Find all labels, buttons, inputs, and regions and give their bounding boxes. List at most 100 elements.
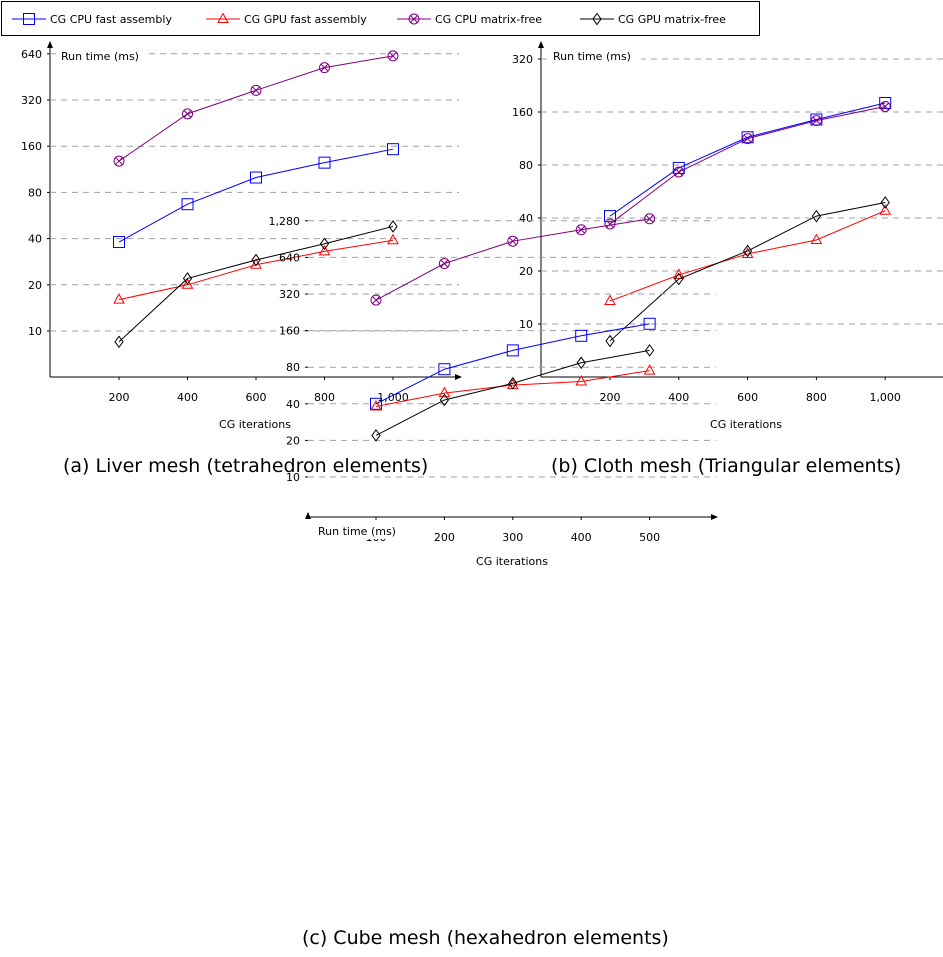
y-label-bg	[316, 524, 406, 539]
data-point	[879, 204, 892, 215]
legend-item-3: CG GPU matrix-free	[580, 12, 726, 26]
data-point	[576, 356, 586, 370]
data-point	[319, 237, 330, 251]
axes	[305, 512, 718, 520]
y-tick-label: 10	[286, 471, 300, 484]
y-axis-label: Run time (ms)	[553, 50, 631, 63]
legend-label: CG CPU fast assembly	[50, 13, 172, 26]
legend: CG CPU fast assembly CG GPU fast assembly…	[1, 1, 760, 36]
y-tick-label: 160	[21, 140, 42, 153]
caption-a: (a) Liver mesh (tetrahedron elements)	[63, 455, 429, 477]
y-tick-label: 160	[279, 325, 300, 338]
data-point	[438, 258, 450, 270]
data-point	[643, 364, 656, 375]
x-tick-label: 200	[600, 391, 621, 404]
data-point	[113, 155, 125, 167]
series-2	[604, 100, 891, 230]
series-line	[375, 323, 650, 405]
y-tick-label: 640	[21, 48, 42, 61]
y-tick-label: 320	[512, 53, 533, 66]
y-tick-label: 10	[519, 318, 533, 331]
legend-marker	[217, 12, 229, 23]
data-point	[250, 84, 262, 96]
data-point	[370, 397, 382, 410]
data-point	[604, 294, 616, 306]
y-axis-arrow	[538, 41, 544, 48]
y-tick-label: 80	[286, 361, 300, 374]
data-point	[250, 171, 262, 184]
caption-b: (b) Cloth mesh (Triangular elements)	[551, 455, 902, 477]
series-3	[114, 220, 398, 349]
y-axis-arrow	[305, 512, 311, 519]
series-line	[118, 148, 394, 243]
y-axis-label: Run time (ms)	[61, 50, 139, 63]
y-tick-label: 40	[28, 233, 42, 246]
series-line	[375, 349, 650, 436]
data-point	[370, 399, 382, 411]
data-point	[604, 218, 616, 230]
legend-label: CG GPU matrix-free	[618, 13, 726, 26]
x-tick-label: 500	[639, 531, 660, 544]
series-2	[370, 213, 656, 306]
data-point	[438, 363, 451, 376]
legend-marker	[408, 13, 420, 25]
data-point	[508, 376, 518, 390]
x-tick-label: 400	[668, 391, 689, 404]
series-0	[370, 317, 656, 410]
data-point	[644, 213, 656, 225]
axes	[47, 41, 462, 380]
y-axis-label: Run time (ms)	[318, 525, 396, 538]
y-tick-label: 40	[519, 212, 533, 225]
y-tick-label: 80	[519, 159, 533, 172]
data-point	[643, 317, 656, 330]
series-line	[375, 218, 650, 301]
data-point	[742, 244, 753, 258]
data-point	[181, 278, 194, 289]
x-tick-label: 600	[737, 391, 758, 404]
series-0	[604, 96, 892, 223]
legend-marker	[23, 13, 35, 25]
data-point	[371, 429, 381, 442]
series-3	[371, 344, 655, 442]
data-point	[879, 100, 891, 112]
x-axis-label: CG iterations	[710, 418, 782, 431]
data-point	[387, 233, 399, 245]
data-point	[811, 209, 822, 223]
legend-label: CG GPU fast assembly	[244, 13, 367, 26]
x-tick-label: 400	[177, 391, 198, 404]
legend-label: CG CPU matrix-free	[435, 13, 542, 26]
y-tick-label: 10	[28, 325, 42, 338]
data-point	[113, 293, 125, 304]
series-2	[113, 50, 399, 167]
data-point	[672, 161, 685, 174]
x-tick-label: 1,000	[377, 391, 409, 404]
y-label-bg	[551, 49, 641, 64]
x-tick-label: 800	[806, 391, 827, 404]
data-point	[318, 156, 331, 169]
series-0	[113, 143, 399, 249]
series-line	[609, 102, 886, 217]
x-tick-label: 800	[314, 391, 335, 404]
data-point	[604, 210, 616, 223]
x-axis-label: CG iterations	[219, 418, 291, 431]
x-axis-arrow	[711, 514, 718, 520]
series-line	[375, 370, 650, 407]
legend-item-0: CG CPU fast assembly	[12, 13, 172, 26]
data-point	[810, 233, 823, 244]
data-point	[182, 108, 193, 120]
legend-item-2: CG CPU matrix-free	[397, 13, 542, 26]
x-axis-arrow	[455, 374, 462, 380]
y-axis-arrow	[47, 41, 53, 48]
series-line	[609, 201, 886, 342]
data-point	[251, 253, 261, 267]
data-point	[507, 235, 519, 247]
y-tick-label: 40	[286, 398, 300, 411]
data-point	[113, 236, 125, 249]
data-point	[181, 198, 194, 211]
data-point	[319, 62, 330, 74]
data-point	[388, 220, 398, 233]
data-point	[506, 344, 519, 357]
